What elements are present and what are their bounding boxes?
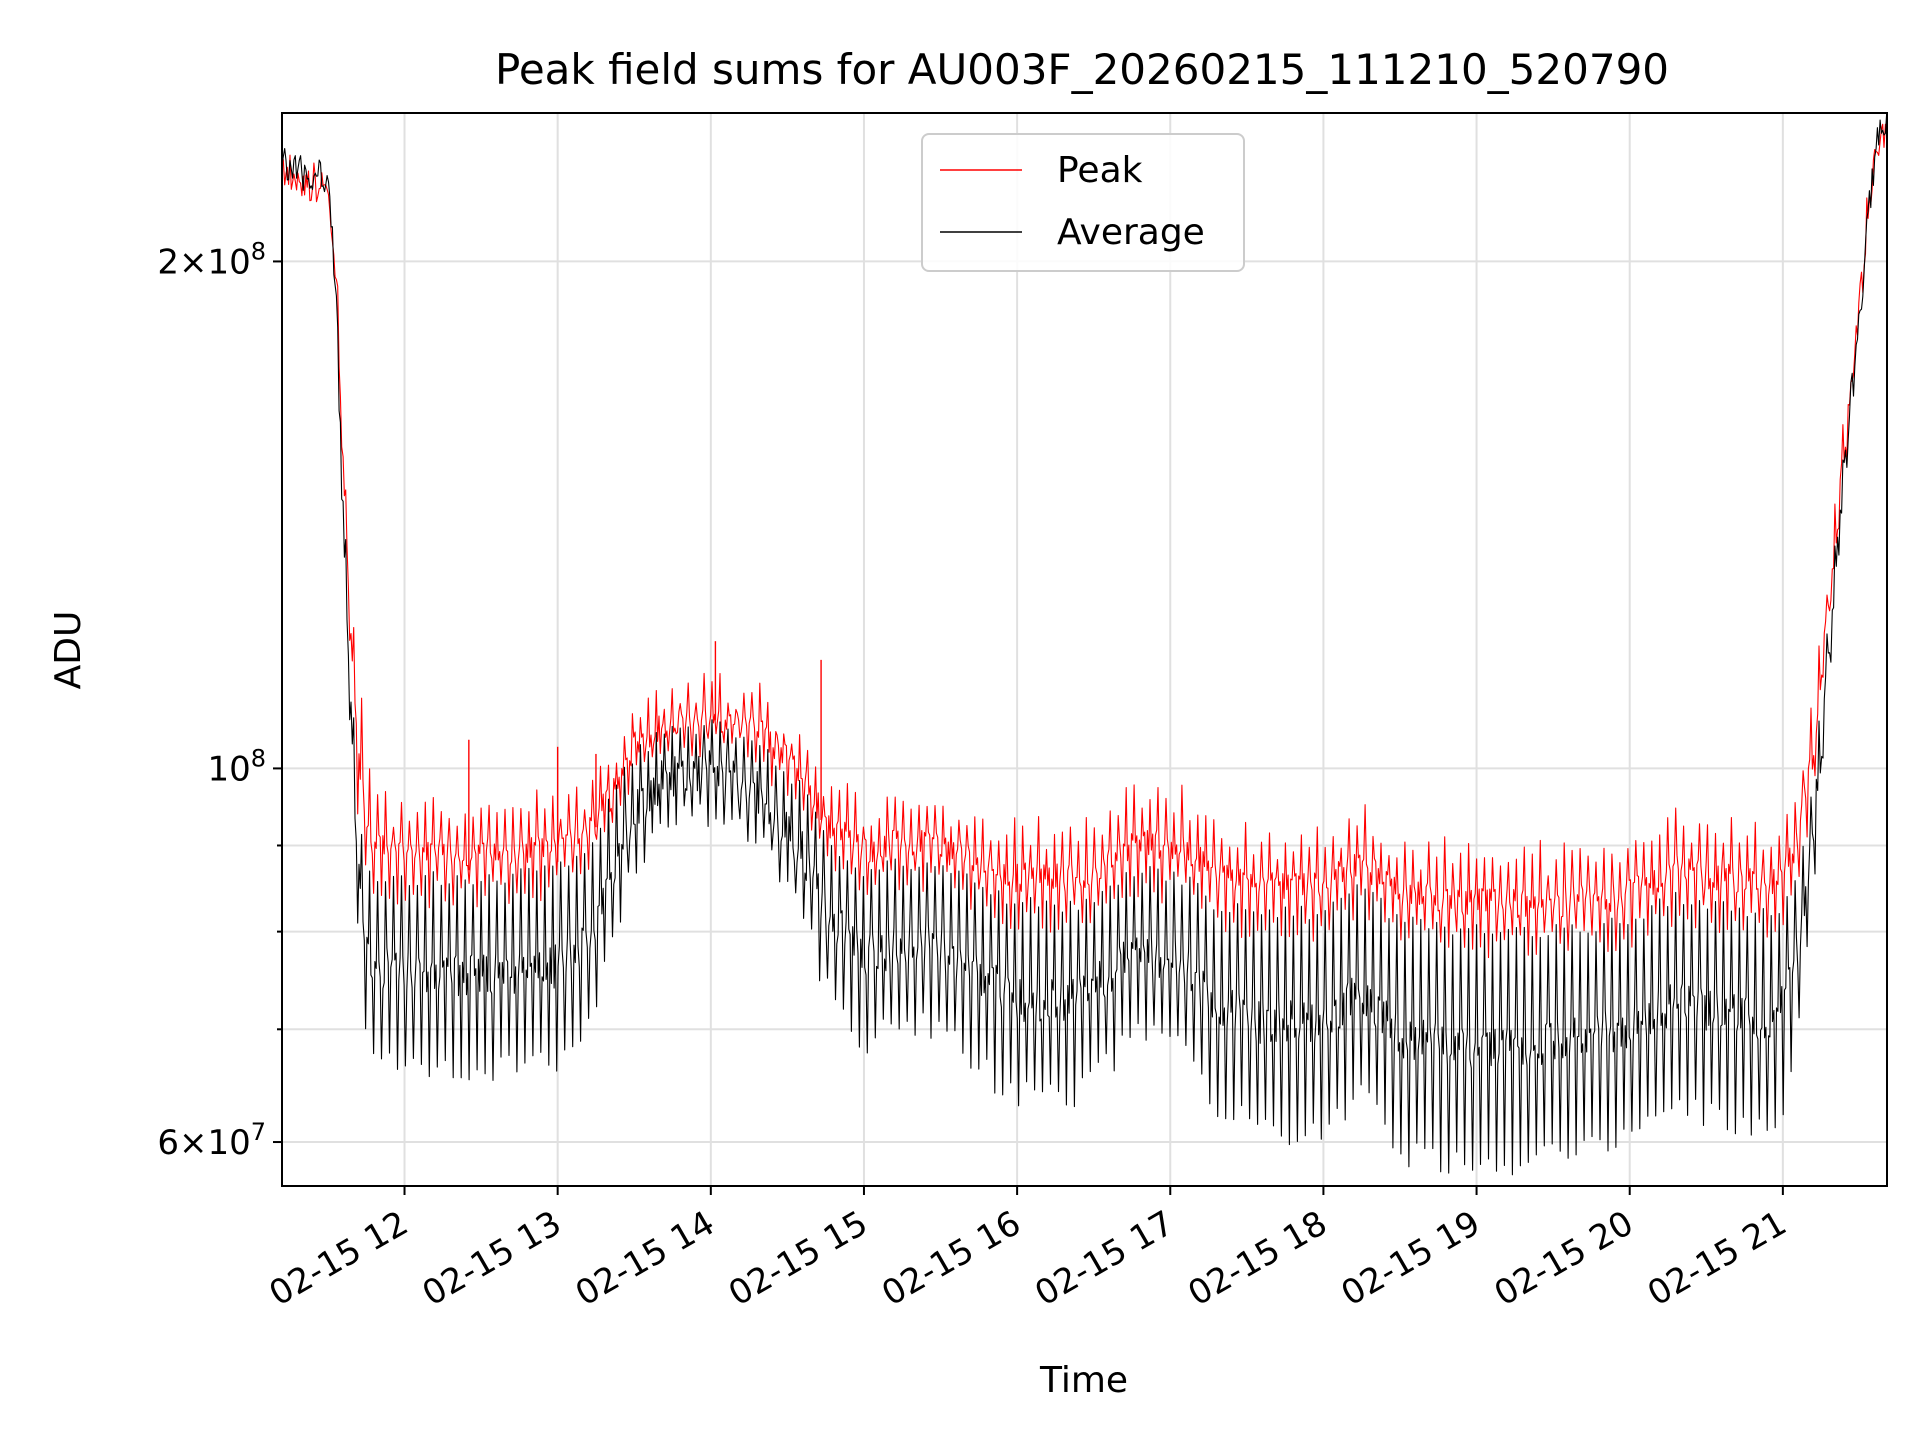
y-axis-label: ADU [48,611,89,690]
gridlines [282,113,1887,1186]
y-tick-base: 2 [157,242,179,282]
y-tick-times: ×10 [179,1123,251,1163]
series-line-peak [282,123,1887,959]
y-tick-times: ×10 [179,242,251,282]
y-tick-exponent: 8 [251,237,266,265]
y-tick-label: 2×108 [157,237,266,282]
y-tick-label: 6×107 [157,1118,266,1163]
legend-box [921,133,1245,272]
y-tick-label: 108 [207,744,266,789]
chart-title: Peak field sums for AU003F_20260215_1112… [495,45,1669,94]
series-layer [282,113,1887,1176]
series-line-average [282,113,1887,1176]
x-axis-label: Time [1039,1360,1128,1401]
y-tick-exponent: 8 [251,744,266,772]
y-tick-exponent: 7 [251,1118,266,1146]
plot-frame [281,112,1888,1187]
legend-label-average: Average [1057,212,1205,253]
legend-label-peak: Peak [1057,150,1143,191]
y-tick-ten: 10 [207,749,250,789]
legend: Peak Average [921,133,1245,272]
y-tick-base: 6 [157,1123,179,1163]
